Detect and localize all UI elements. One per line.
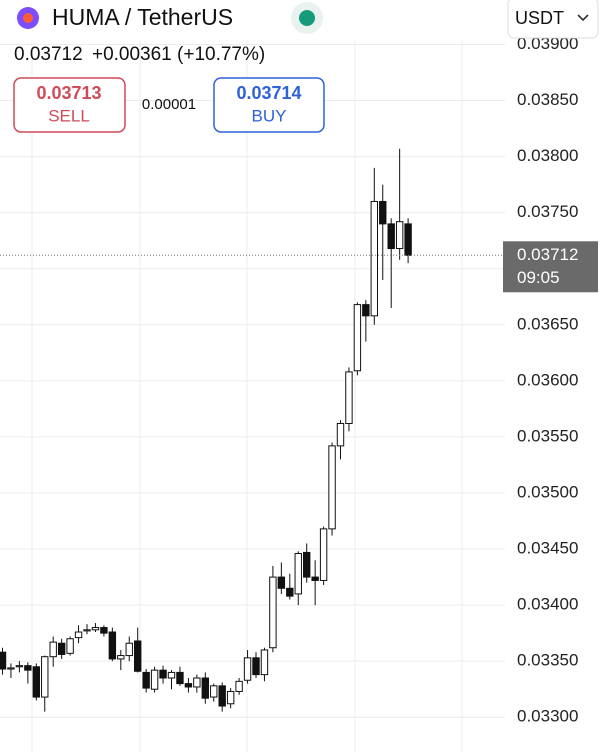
- y-tick-label: 0.03650: [517, 314, 578, 333]
- caret: [577, 14, 589, 22]
- candle-body: [303, 551, 311, 578]
- sell-label: SELL: [48, 106, 90, 125]
- candle-body: [57, 642, 66, 655]
- candle-body: [66, 638, 74, 654]
- candle-body: [345, 371, 353, 424]
- y-tick-label: 0.03800: [517, 146, 578, 165]
- candle-body: [32, 666, 40, 698]
- candle-body: [370, 200, 379, 317]
- candle-body: [235, 680, 243, 692]
- candle-body: [277, 576, 286, 589]
- candle-body: [286, 587, 294, 597]
- candle-body: [150, 669, 159, 690]
- candle-body: [404, 223, 412, 256]
- y-axis: 0.03300 0.03350 0.03400 0.03450 0.03500 0.035…: [503, 34, 598, 726]
- header: HUMA / TetherUS 0.03712 +0.00361 (+10.77…: [0, 0, 505, 133]
- candle-body: [269, 576, 277, 649]
- candle-body: [0, 651, 7, 670]
- candle-body: [24, 665, 32, 671]
- y-tick-label: 0.03500: [517, 482, 578, 501]
- candle-body: [108, 631, 117, 660]
- y-tick-label: 0.03350: [517, 651, 578, 670]
- candle-body: [159, 669, 167, 679]
- candle-body: [379, 200, 387, 225]
- candle-body: [353, 304, 362, 372]
- sell-price: 0.03713: [36, 83, 101, 103]
- candle-body: [201, 677, 210, 699]
- y-tick-label: 0.03750: [517, 202, 578, 221]
- candle-body: [336, 422, 345, 447]
- candle-body: [49, 641, 57, 658]
- last-price-label: 0.03712: [517, 245, 578, 264]
- buy-price: 0.03714: [236, 83, 301, 103]
- y-tick-label: 0.03300: [517, 707, 578, 726]
- candle-body: [210, 685, 218, 698]
- y-tick-label: 0.03400: [517, 595, 578, 614]
- candle-body: [176, 671, 184, 685]
- y-tick-label: 0.03850: [517, 90, 578, 109]
- candle-body: [319, 528, 328, 581]
- candle-body: [252, 657, 260, 676]
- candle-body: [294, 553, 302, 595]
- candle-body: [226, 690, 235, 705]
- candle-body: [328, 445, 336, 530]
- candle-body: [193, 677, 201, 688]
- change-pct: (+10.77%): [177, 44, 265, 65]
- price-change: 0.03712 +0.00361 (+10.77%): [14, 44, 265, 65]
- quote-currency: USDT: [515, 8, 564, 28]
- spread: 0.00001: [142, 96, 196, 113]
- candle-body: [395, 221, 404, 250]
- candle-body: [134, 640, 142, 672]
- candle-body: [15, 665, 24, 668]
- candle-body: [387, 223, 395, 250]
- candle-body: [362, 304, 370, 317]
- candle-body: [74, 631, 83, 639]
- candle-body: [117, 655, 125, 660]
- countdown: 09:05: [517, 268, 560, 287]
- y-tick-label: 0.03450: [517, 539, 578, 558]
- symbol-title: HUMA / TetherUS: [52, 4, 233, 30]
- y-tick-label: 0.03900: [517, 34, 578, 53]
- y-tick-label: 0.03550: [517, 426, 578, 445]
- candle-body: [218, 685, 226, 707]
- y-tick-label: 0.03600: [517, 370, 578, 389]
- plot: [0, 43, 505, 718]
- price: 0.03712: [14, 44, 83, 65]
- candle-body: [100, 627, 108, 634]
- candle-body: [142, 671, 150, 689]
- candle-body: [91, 627, 100, 631]
- buy-label: BUY: [252, 106, 287, 125]
- candle-body: [184, 683, 193, 688]
- candle-body: [7, 667, 15, 670]
- candle-body: [243, 657, 252, 681]
- change: +0.00361: [92, 44, 172, 65]
- candle-body: [260, 649, 269, 676]
- quote-dropdown[interactable]: USDT: [507, 0, 599, 39]
- buy-button[interactable]: [213, 77, 325, 133]
- candle-body: [311, 576, 319, 581]
- dropdown-box[interactable]: [507, 0, 599, 39]
- sell-button[interactable]: [13, 77, 126, 133]
- candle-body: [41, 656, 49, 698]
- last-price-tag: [503, 241, 598, 293]
- candle-body: [125, 642, 133, 657]
- candle-body: [167, 671, 176, 679]
- candle-body: [83, 629, 91, 632]
